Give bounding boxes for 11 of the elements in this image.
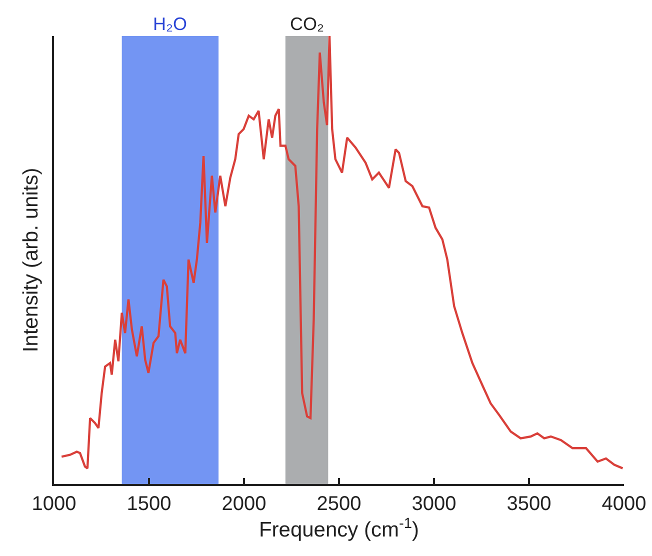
x-tick-label: 2500 (316, 493, 362, 515)
band-label: CO₂ (290, 14, 324, 34)
band-label: H₂O (153, 14, 187, 34)
x-tick-label: 3000 (412, 493, 456, 515)
x-tick-label: 2000 (222, 493, 266, 515)
x-tick-label: 1000 (32, 493, 76, 515)
x-axis-title: Frequency (cm$^{-1}$) (258, 516, 420, 542)
y-axis-title: Intensity (arb. units) (20, 168, 43, 352)
x-tick-label: 3500 (506, 493, 552, 515)
x-tick-label: 1500 (126, 493, 172, 515)
x-tick-label: 4000 (602, 493, 646, 515)
